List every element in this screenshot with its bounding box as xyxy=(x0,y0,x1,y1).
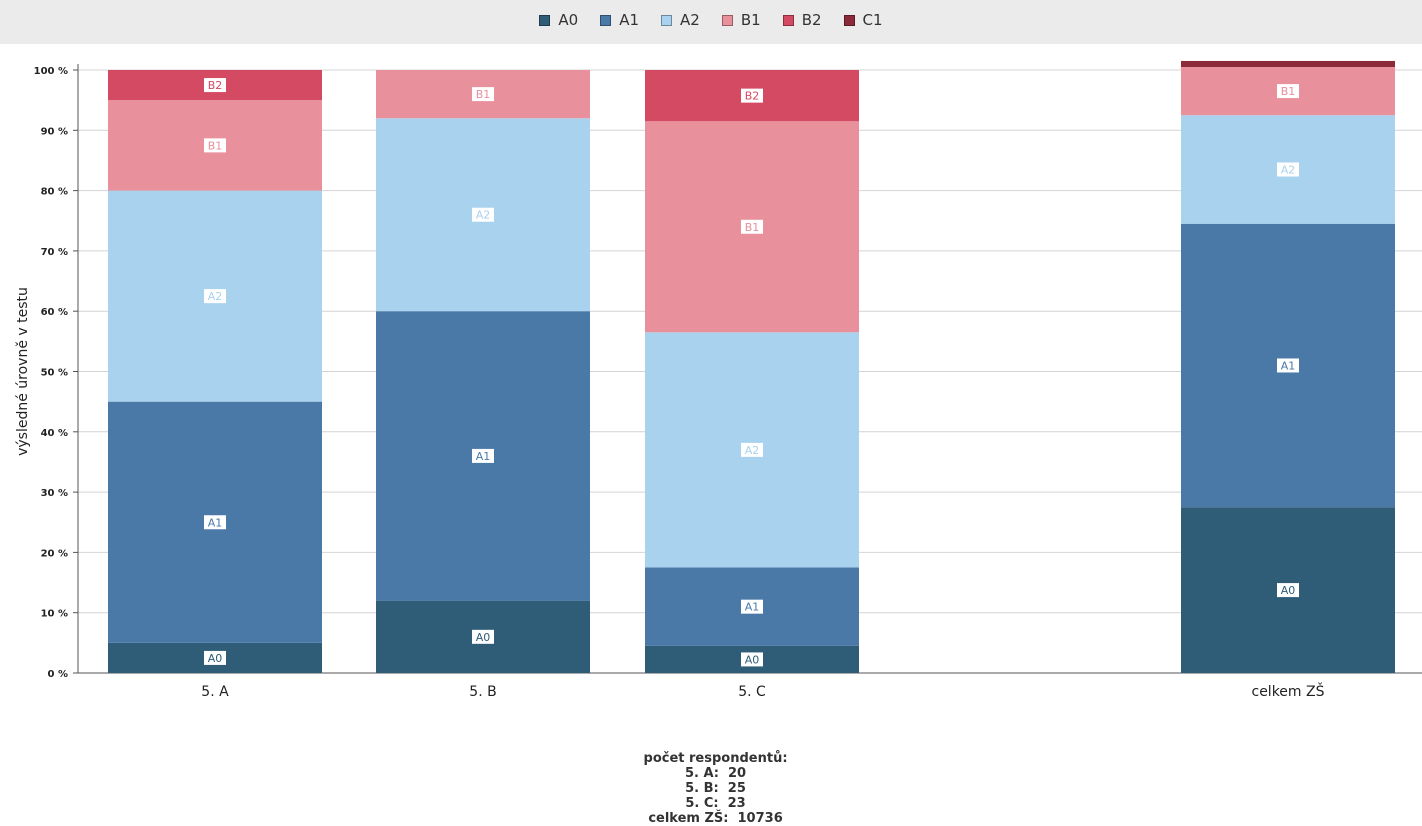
y-tick-label: 40 % xyxy=(41,428,68,439)
legend-label: A0 xyxy=(558,11,579,29)
legend-band xyxy=(0,0,1422,44)
y-tick-label: 100 % xyxy=(34,66,68,77)
stacked-bar-chart: 0 % 10 % 20 % 30 % 40 % 50 % 60 % 70 % 80 % 90 % 1… xyxy=(15,60,1422,700)
segment-label-box xyxy=(472,87,494,102)
segment-label: B1 xyxy=(745,221,760,234)
legend-item-a0: A0 xyxy=(539,11,578,29)
segment-label-box xyxy=(741,652,763,667)
y-tick-label: 0 % xyxy=(48,669,68,680)
y-tick-label: 90 % xyxy=(41,126,68,137)
respondents-count-total: celkem ZŠ: 10736 xyxy=(648,811,783,826)
category-label: 5. B xyxy=(469,684,496,700)
segment-label-box xyxy=(741,599,763,614)
segment-label-box xyxy=(204,650,226,665)
legend-swatch xyxy=(843,14,855,26)
legend-label: A2 xyxy=(680,11,700,29)
segment-label-box xyxy=(1277,583,1299,598)
legend-label: B1 xyxy=(740,11,761,29)
segment-label-box xyxy=(472,448,494,463)
segment-label: A1 xyxy=(208,516,223,529)
y-tick-label: 20 % xyxy=(41,548,68,559)
bar-segment xyxy=(1181,60,1395,67)
legend-swatch xyxy=(600,14,612,26)
respondents-footer: počet respondentů: 5. A: 20 5. B: 25 5. … xyxy=(0,736,1422,826)
legend-item-a2: A2 xyxy=(661,11,700,29)
y-tick-label: 60 % xyxy=(41,307,68,318)
y-tick-label: 30 % xyxy=(41,488,68,499)
segment-label-box xyxy=(741,88,763,103)
segment-label: A2 xyxy=(1281,163,1296,176)
legend-label: A1 xyxy=(619,11,640,29)
legend-swatch xyxy=(782,14,794,26)
segment-label-box xyxy=(472,207,494,222)
segment-label-box xyxy=(472,629,494,644)
legend-item-b2: B2 xyxy=(782,11,822,29)
segment-label-box xyxy=(204,515,226,530)
segment-label-box xyxy=(1277,162,1299,177)
legend-swatch xyxy=(539,14,551,26)
respondents-count-5b: 5. B: 25 xyxy=(685,781,746,796)
y-tick-label: 10 % xyxy=(41,609,68,620)
segment-label: A2 xyxy=(208,290,223,303)
segment-label: B1 xyxy=(1281,85,1296,98)
segment-label: A1 xyxy=(476,450,491,463)
segment-label: B2 xyxy=(208,79,223,92)
segment-label: A1 xyxy=(745,601,760,614)
respondents-count-5c: 5. C: 23 xyxy=(685,796,746,811)
segment-label-box xyxy=(204,138,226,153)
segment-label-box xyxy=(1277,84,1299,99)
segment-label: A2 xyxy=(476,209,491,222)
legend-item-c1: C1 xyxy=(843,11,883,29)
legend-swatch xyxy=(661,14,673,26)
legend: A0 A1 A2 B1 B2 C1 xyxy=(0,8,1422,32)
legend-item-a1: A1 xyxy=(600,11,639,29)
y-tick-label: 50 % xyxy=(41,368,68,379)
legend-label: C1 xyxy=(862,11,883,29)
segment-label: A0 xyxy=(208,652,223,665)
segment-label: A2 xyxy=(745,444,760,457)
y-tick-label: 80 % xyxy=(41,187,68,198)
legend-label: B2 xyxy=(801,11,822,29)
y-tick-label: 70 % xyxy=(41,247,68,258)
segment-label-box xyxy=(1277,358,1299,373)
segment-label: B2 xyxy=(745,90,760,103)
segment-label: A1 xyxy=(1281,359,1296,372)
legend-item-b1: B1 xyxy=(721,11,761,29)
segment-label-box xyxy=(204,78,226,93)
y-axis-title: výsledné úrovně v testu xyxy=(15,287,31,456)
segment-label: A0 xyxy=(1281,584,1296,597)
category-label: celkem ZŠ xyxy=(1252,682,1325,700)
category-label: 5. A xyxy=(201,684,229,700)
respondents-label: počet respondentů: xyxy=(643,751,788,766)
legend-swatch xyxy=(721,14,733,26)
segment-label: B1 xyxy=(208,139,223,152)
segment-label: B1 xyxy=(476,88,491,101)
segment-label-box xyxy=(204,289,226,304)
category-label: 5. C xyxy=(738,684,766,700)
respondents-count-5a: 5. A: 20 xyxy=(684,766,747,781)
segment-label-box xyxy=(741,442,763,457)
segment-label-box xyxy=(741,219,763,234)
segment-label: A0 xyxy=(476,631,491,644)
segment-label: A0 xyxy=(745,653,760,666)
